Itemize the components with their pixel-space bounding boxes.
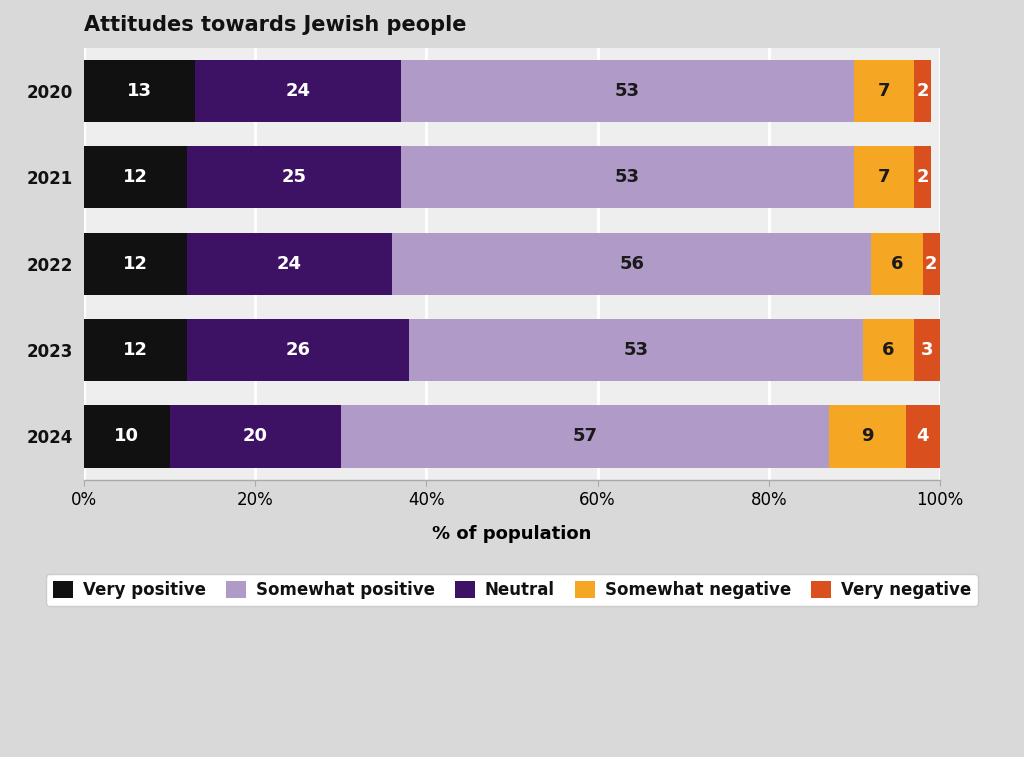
Bar (84, 146, 186, 208)
Bar (170, 405, 341, 468)
Bar (84, 319, 186, 381)
Text: 24: 24 (278, 254, 302, 273)
Text: 57: 57 (572, 428, 597, 445)
Text: 2: 2 (916, 82, 929, 100)
Bar (905, 405, 940, 468)
Text: 12: 12 (123, 341, 147, 359)
Bar (341, 405, 828, 468)
Text: 56: 56 (620, 254, 644, 273)
Text: 2: 2 (916, 168, 929, 186)
Text: 12: 12 (123, 254, 147, 273)
Bar (871, 232, 923, 294)
Bar (828, 405, 905, 468)
Bar (914, 319, 940, 381)
Text: 53: 53 (624, 341, 648, 359)
Text: 24: 24 (286, 82, 310, 100)
Text: Attitudes towards Jewish people: Attitudes towards Jewish people (84, 15, 467, 35)
Legend: Very positive, Somewhat positive, Neutral, Somewhat negative, Very negative: Very positive, Somewhat positive, Neutra… (46, 575, 978, 606)
Text: 2: 2 (925, 254, 938, 273)
Bar (400, 146, 854, 208)
Bar (392, 232, 871, 294)
Text: 26: 26 (286, 341, 310, 359)
Text: 3: 3 (921, 341, 933, 359)
Bar (400, 60, 854, 122)
Text: 6: 6 (883, 341, 895, 359)
Text: 10: 10 (115, 428, 139, 445)
Bar (914, 60, 931, 122)
Text: 7: 7 (878, 82, 891, 100)
Text: 13: 13 (127, 82, 153, 100)
Bar (186, 319, 410, 381)
Text: 12: 12 (123, 168, 147, 186)
Bar (923, 232, 940, 294)
Bar (854, 60, 914, 122)
Text: 25: 25 (282, 168, 306, 186)
Bar (196, 60, 400, 122)
Text: 4: 4 (916, 428, 929, 445)
Text: 53: 53 (615, 82, 640, 100)
Text: 20: 20 (243, 428, 267, 445)
Bar (84, 405, 170, 468)
Bar (186, 232, 392, 294)
Bar (186, 146, 400, 208)
Bar (854, 146, 914, 208)
Bar (410, 319, 863, 381)
Bar (84, 232, 186, 294)
Text: 6: 6 (891, 254, 903, 273)
Text: 7: 7 (878, 168, 891, 186)
Text: 9: 9 (861, 428, 873, 445)
Bar (863, 319, 914, 381)
Bar (84, 60, 196, 122)
X-axis label: % of population: % of population (432, 525, 592, 544)
Bar (914, 146, 931, 208)
Text: 53: 53 (615, 168, 640, 186)
